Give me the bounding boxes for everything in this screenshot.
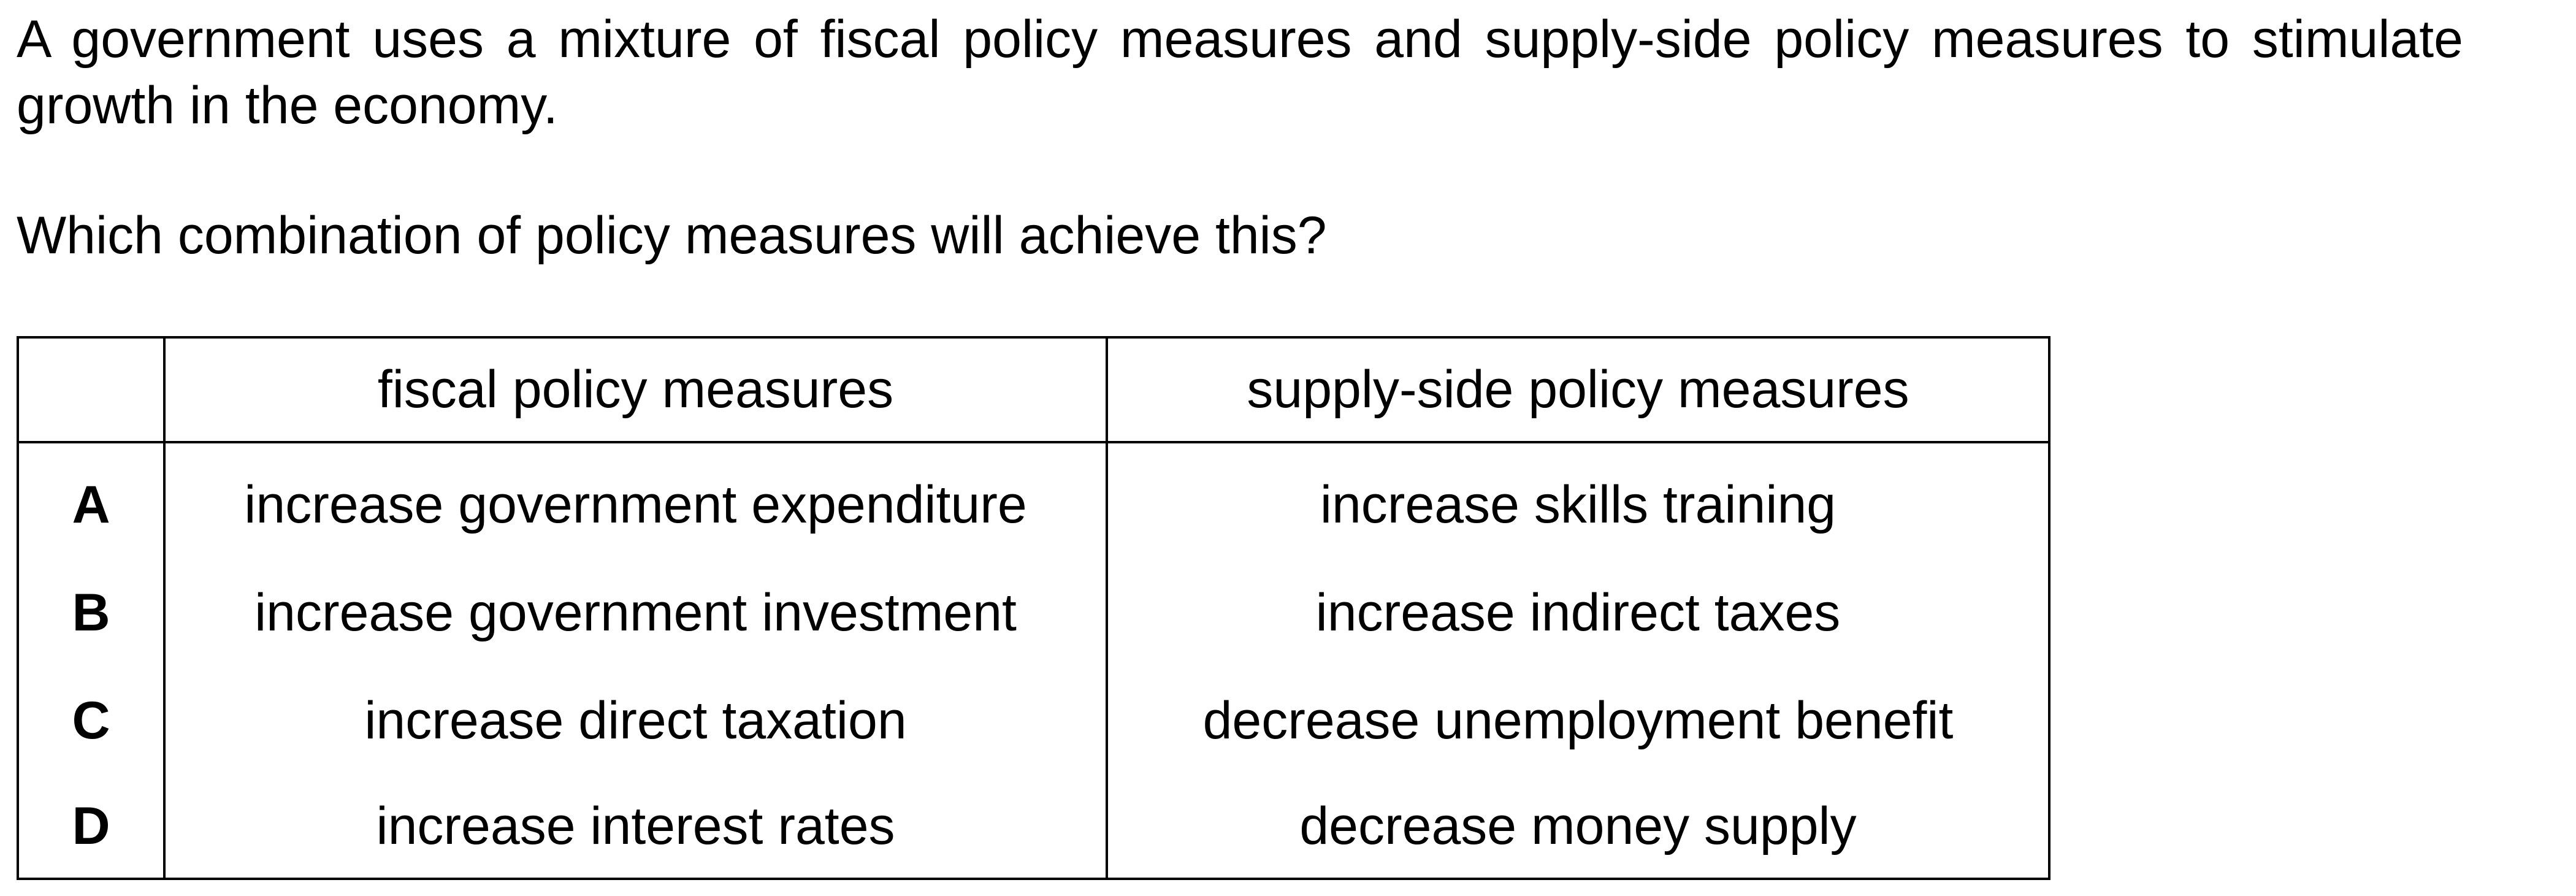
options-table: fiscal policy measures supply-side polic… xyxy=(17,336,2050,880)
option-letter: C xyxy=(17,667,166,775)
fiscal-measure: increase government expenditure xyxy=(163,442,1108,559)
header-fiscal: fiscal policy measures xyxy=(163,336,1108,443)
question-prompt: Which combination of policy measures wil… xyxy=(17,206,1327,265)
option-row-b: B increase government investment increas… xyxy=(17,559,2050,667)
option-row-c: C increase direct taxation decrease unem… xyxy=(17,667,2050,775)
option-letter: A xyxy=(17,442,166,559)
supply-measure: increase skills training xyxy=(1106,442,2050,559)
option-row-a: A increase government expenditure increa… xyxy=(17,442,2050,559)
fiscal-measure: increase direct taxation xyxy=(163,667,1108,775)
supply-measure: decrease unemployment benefit xyxy=(1106,667,2050,775)
option-letter: D xyxy=(17,775,166,880)
fiscal-measure: increase interest rates xyxy=(163,775,1108,880)
option-letter: B xyxy=(17,559,166,667)
question-stem: A government uses a mixture of fiscal po… xyxy=(17,10,2463,135)
supply-measure: decrease money supply xyxy=(1106,775,2050,880)
fiscal-measure: increase government investment xyxy=(163,559,1108,667)
header-letter xyxy=(17,336,166,443)
supply-measure: increase indirect taxes xyxy=(1106,559,2050,667)
table-header-row: fiscal policy measures supply-side polic… xyxy=(17,336,2050,443)
option-row-d: D increase interest rates decrease money… xyxy=(17,775,2050,880)
header-supply: supply-side policy measures xyxy=(1106,336,2050,443)
